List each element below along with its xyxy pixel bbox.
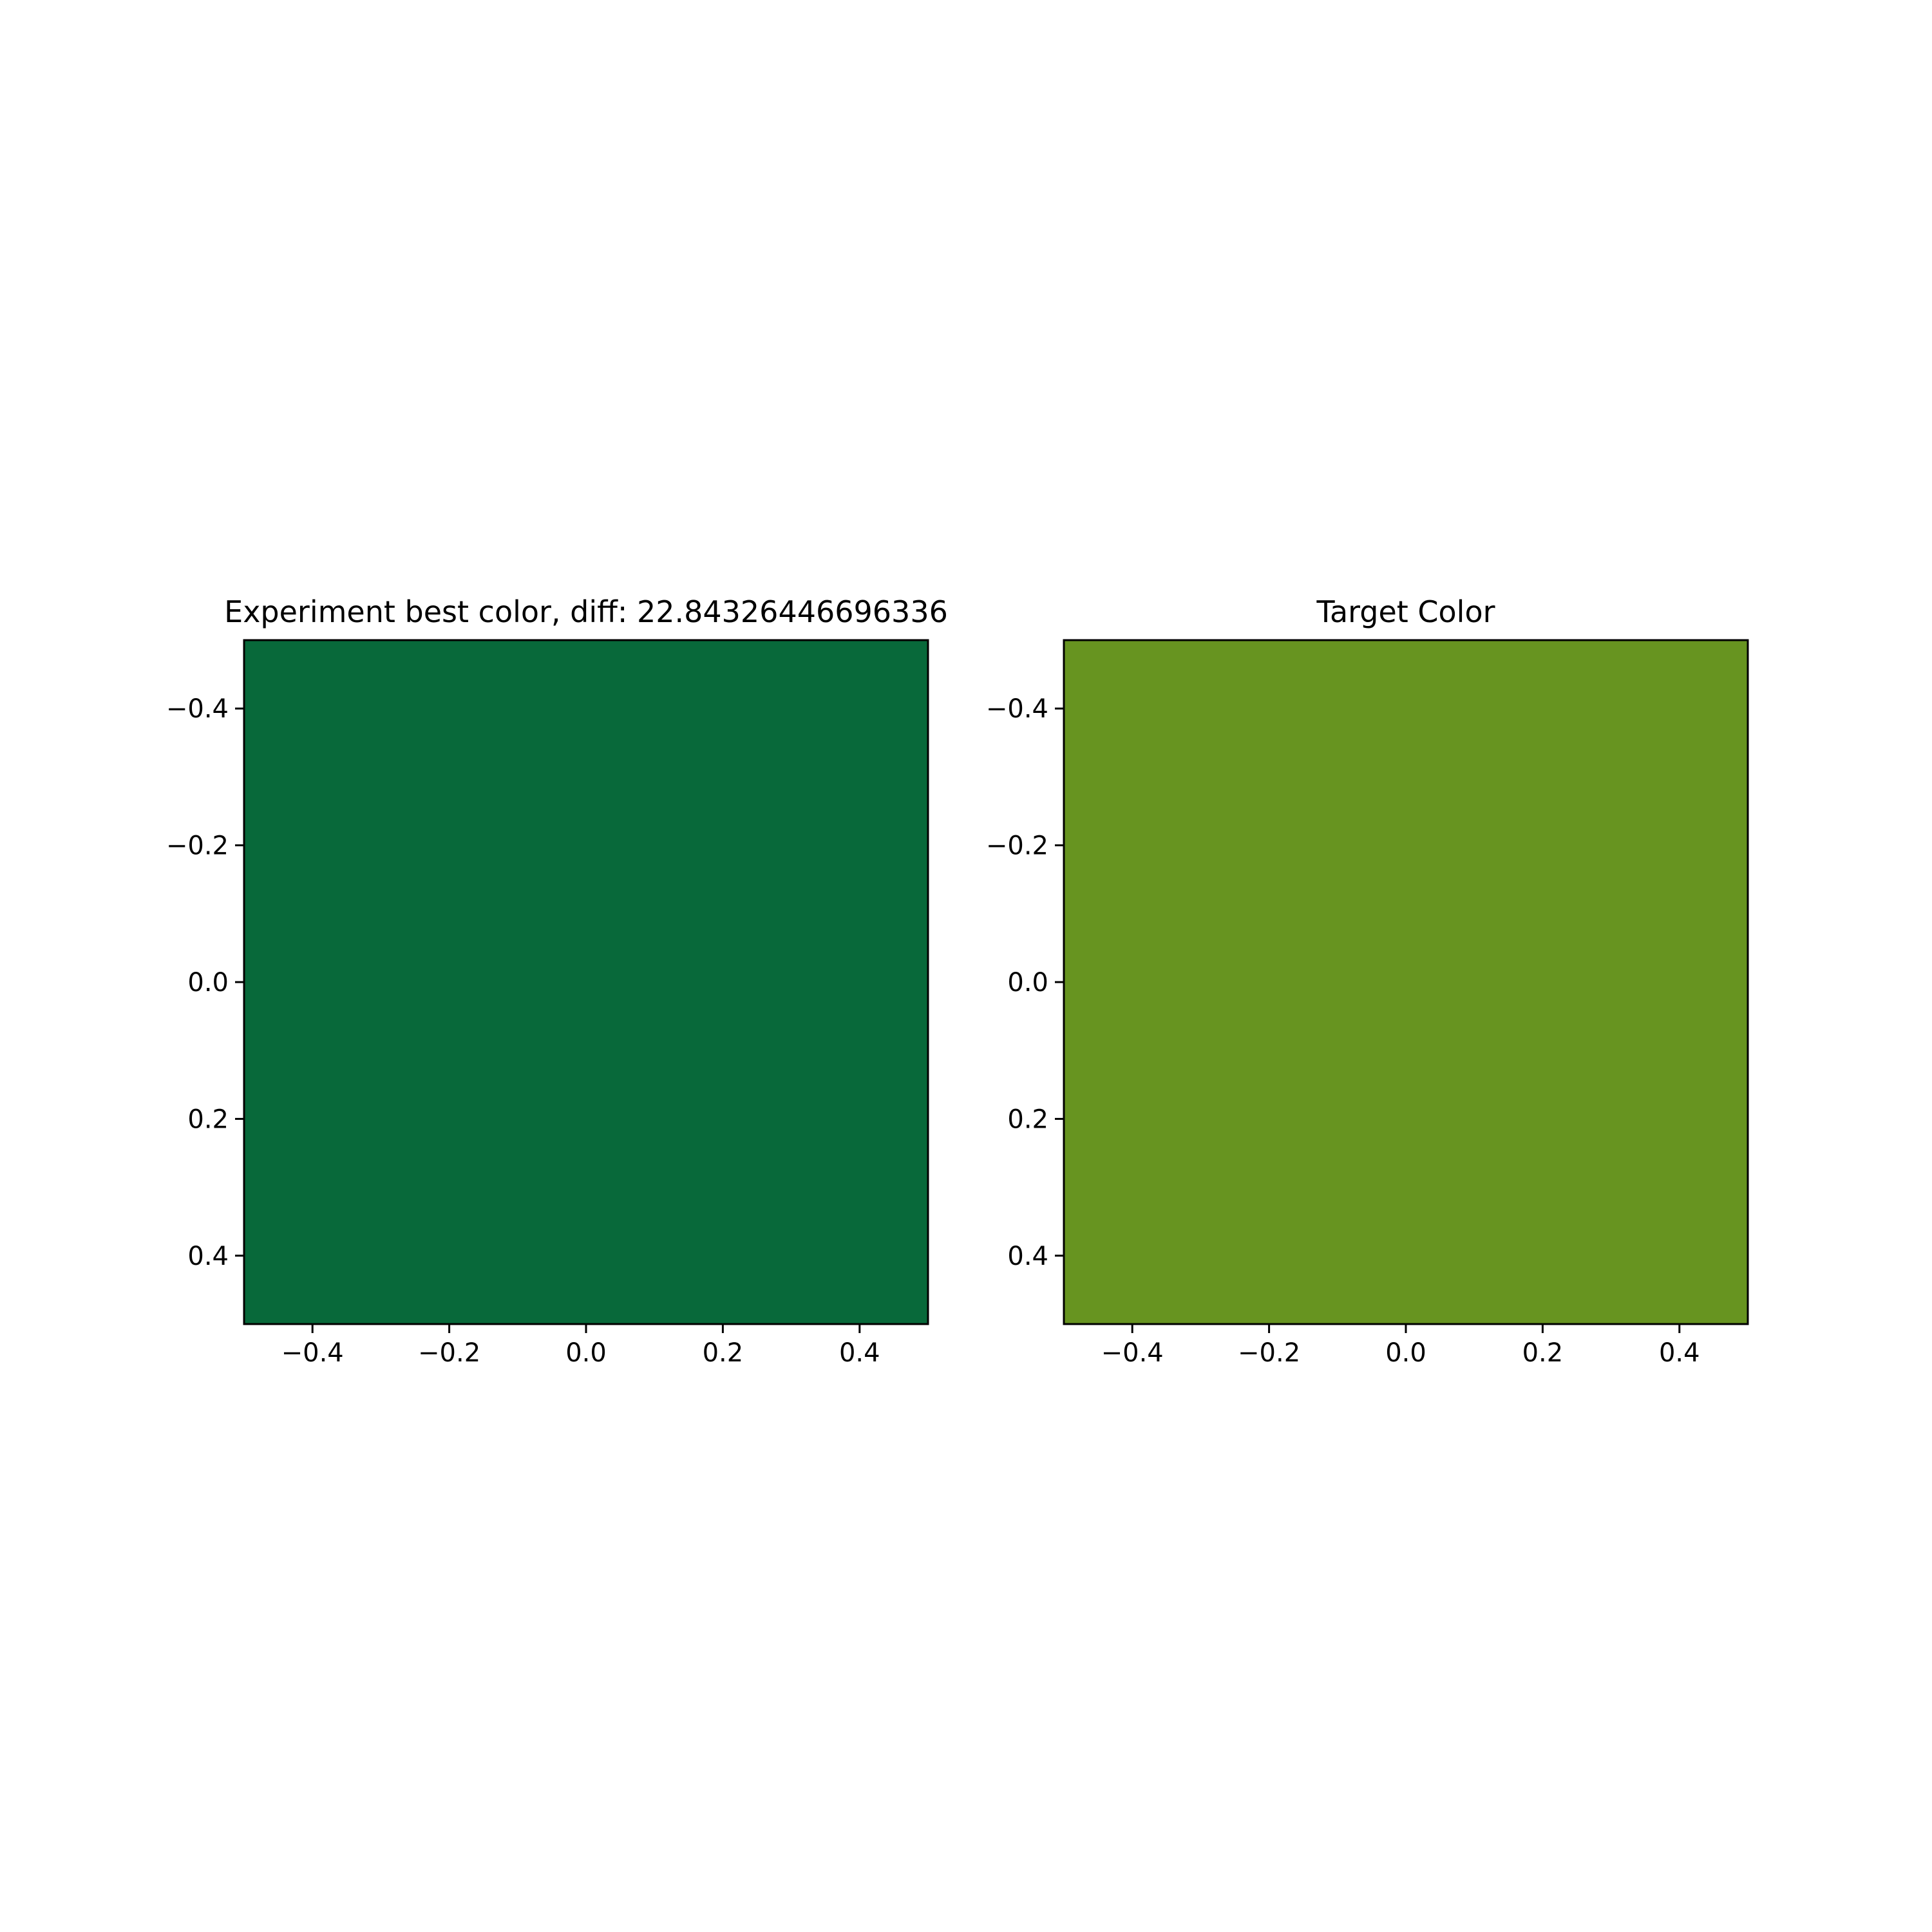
color-swatch <box>1064 640 1748 1324</box>
x-tick-label: −0.2 <box>1238 1338 1300 1368</box>
y-tick-label: 0.2 <box>187 1104 229 1134</box>
y-tick-label: 0.0 <box>1007 968 1048 998</box>
x-tick-label: −0.4 <box>1101 1338 1164 1368</box>
x-tick-label: 0.2 <box>703 1338 744 1368</box>
x-tick-label: 0.0 <box>1385 1338 1426 1368</box>
x-tick-label: 0.2 <box>1522 1338 1564 1368</box>
x-tick-label: 0.4 <box>839 1338 880 1368</box>
y-tick-label: −0.4 <box>986 694 1048 724</box>
x-tick-label: −0.2 <box>418 1338 480 1368</box>
chart-title: Target Color <box>1316 594 1495 629</box>
y-tick-label: −0.4 <box>166 694 229 724</box>
y-tick-label: 0.4 <box>187 1242 229 1271</box>
y-tick-label: 0.2 <box>1007 1104 1048 1134</box>
x-tick-label: −0.4 <box>281 1338 344 1368</box>
y-tick-label: 0.0 <box>187 968 229 998</box>
panel-experiment-best-color: Experiment best color, diff: 22.84326446… <box>166 594 948 1368</box>
chart-title: Experiment best color, diff: 22.84326446… <box>224 594 948 629</box>
y-tick-label: −0.2 <box>166 831 229 861</box>
x-tick-label: 0.4 <box>1659 1338 1700 1368</box>
y-tick-label: −0.2 <box>986 831 1048 861</box>
color-swatch <box>244 640 928 1324</box>
x-tick-label: 0.0 <box>565 1338 607 1368</box>
y-tick-label: 0.4 <box>1007 1242 1048 1271</box>
panel-target-color: Target Color −0.4 −0.2 0.0 0.2 0.4 −0.4 −0.2 0.0… <box>986 594 1749 1368</box>
